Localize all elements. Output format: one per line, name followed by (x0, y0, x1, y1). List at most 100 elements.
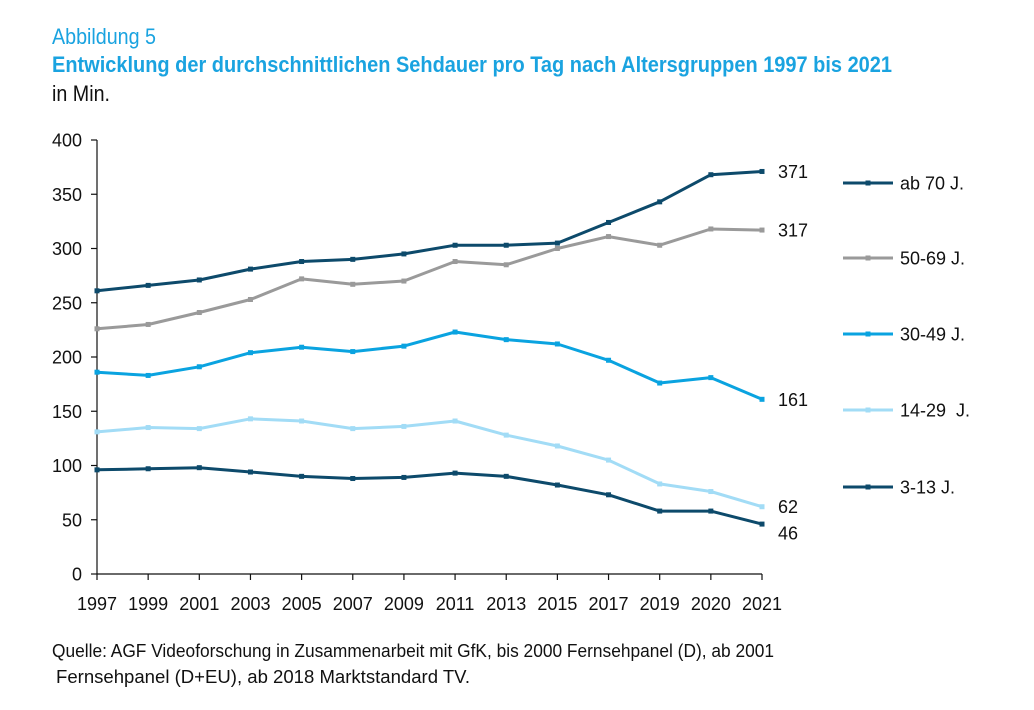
y-tick-label: 200 (52, 348, 82, 368)
data-point (401, 251, 407, 257)
x-tick-label: 2020 (691, 594, 731, 614)
x-tick-label: 2017 (589, 594, 629, 614)
data-point (452, 470, 458, 476)
data-point (759, 227, 765, 233)
plot-area: 0 50 100 150 200 250 300 350 400 1997 1999 2001 200… (52, 131, 808, 615)
legend: ab 70 J. 50-69 J. 30-49 J. 14-29 J. 3-13 J. (843, 174, 970, 498)
x-tick-label: 2013 (486, 594, 526, 614)
legend-item: 14-29 J. (843, 401, 970, 421)
x-tick-label: 2015 (537, 594, 577, 614)
y-tick-label: 400 (52, 131, 82, 151)
data-point (606, 492, 612, 498)
data-point (247, 416, 253, 422)
data-point (350, 476, 356, 482)
x-tick-label: 2003 (230, 594, 270, 614)
data-point (350, 256, 356, 262)
end-value-label: 62 (778, 497, 798, 517)
y-tick-label: 50 (62, 510, 82, 530)
data-point (503, 262, 509, 268)
data-point (554, 443, 560, 449)
y-tick-label: 100 (52, 456, 82, 476)
data-point (708, 375, 714, 381)
data-point (94, 369, 100, 375)
series-line (95, 170, 764, 293)
data-point (759, 504, 765, 510)
x-tick-label: 2021 (742, 594, 782, 614)
y-tick-label: 150 (52, 402, 82, 422)
data-point (657, 380, 663, 386)
y-tick-label: 250 (52, 293, 82, 313)
legend-item: 30-49 J. (843, 325, 965, 345)
data-point (708, 172, 714, 178)
x-tick-label: 2001 (179, 594, 219, 614)
x-tick-label: 1999 (128, 594, 168, 614)
data-point (350, 426, 356, 432)
data-point (759, 521, 765, 527)
series-4 (94, 416, 765, 510)
data-point (401, 423, 407, 429)
y-axis-ticks: 0 50 100 150 200 250 300 350 400 (52, 131, 97, 585)
data-point (94, 429, 100, 435)
data-point (145, 425, 151, 431)
source-line-2: Fernsehpanel (D+EU), ab 2018 Marktstanda… (56, 667, 470, 687)
data-point (554, 240, 560, 246)
legend-swatch-marker (865, 255, 871, 261)
data-point (554, 341, 560, 347)
data-point (94, 288, 100, 294)
series-line (95, 227, 764, 331)
legend-swatch-marker (865, 331, 871, 337)
series-2 (94, 226, 765, 332)
legend-label: ab 70 J. (900, 174, 964, 194)
series-line (95, 330, 764, 401)
data-point (196, 277, 202, 283)
series-line (95, 466, 764, 526)
data-point (247, 266, 253, 272)
data-point (145, 466, 151, 472)
x-tick-label: 2005 (282, 594, 322, 614)
data-point (145, 321, 151, 327)
legend-swatch-marker (865, 180, 871, 186)
data-point (759, 396, 765, 402)
end-value-label: 371 (778, 162, 808, 182)
series-3 (94, 329, 765, 402)
data-point (299, 473, 305, 479)
x-tick-label: 2007 (333, 594, 373, 614)
data-point (503, 473, 509, 479)
y-tick-label: 300 (52, 239, 82, 259)
data-point (503, 337, 509, 343)
unit-label: in Min. (52, 81, 110, 106)
data-point (145, 372, 151, 378)
legend-label: 30-49 J. (900, 325, 965, 345)
data-point (401, 474, 407, 480)
data-point (606, 357, 612, 363)
data-point (452, 329, 458, 335)
legend-label: 14-29 J. (900, 401, 970, 421)
data-point (196, 364, 202, 370)
data-point (145, 282, 151, 288)
legend-item: 50-69 J. (843, 249, 965, 269)
data-point (196, 310, 202, 316)
legend-swatch-marker (865, 484, 871, 490)
data-point (452, 259, 458, 265)
y-tick-label: 0 (72, 565, 82, 585)
legend-label: 3-13 J. (900, 478, 955, 498)
data-point (350, 349, 356, 355)
data-point (196, 426, 202, 432)
legend-item: 3-13 J. (843, 478, 955, 498)
figure-label: Abbildung 5 (52, 24, 156, 49)
data-point (452, 242, 458, 248)
data-point (247, 350, 253, 356)
data-point (247, 469, 253, 475)
legend-swatch-marker (865, 407, 871, 413)
legend-item: ab 70 J. (843, 174, 964, 194)
y-tick-label: 350 (52, 185, 82, 205)
data-point (759, 168, 765, 174)
data-point (299, 418, 305, 424)
data-point (247, 296, 253, 302)
data-point (94, 326, 100, 332)
x-tick-label: 2019 (640, 594, 680, 614)
data-point (606, 234, 612, 240)
data-point (657, 481, 663, 487)
x-tick-label: 2011 (436, 594, 475, 614)
